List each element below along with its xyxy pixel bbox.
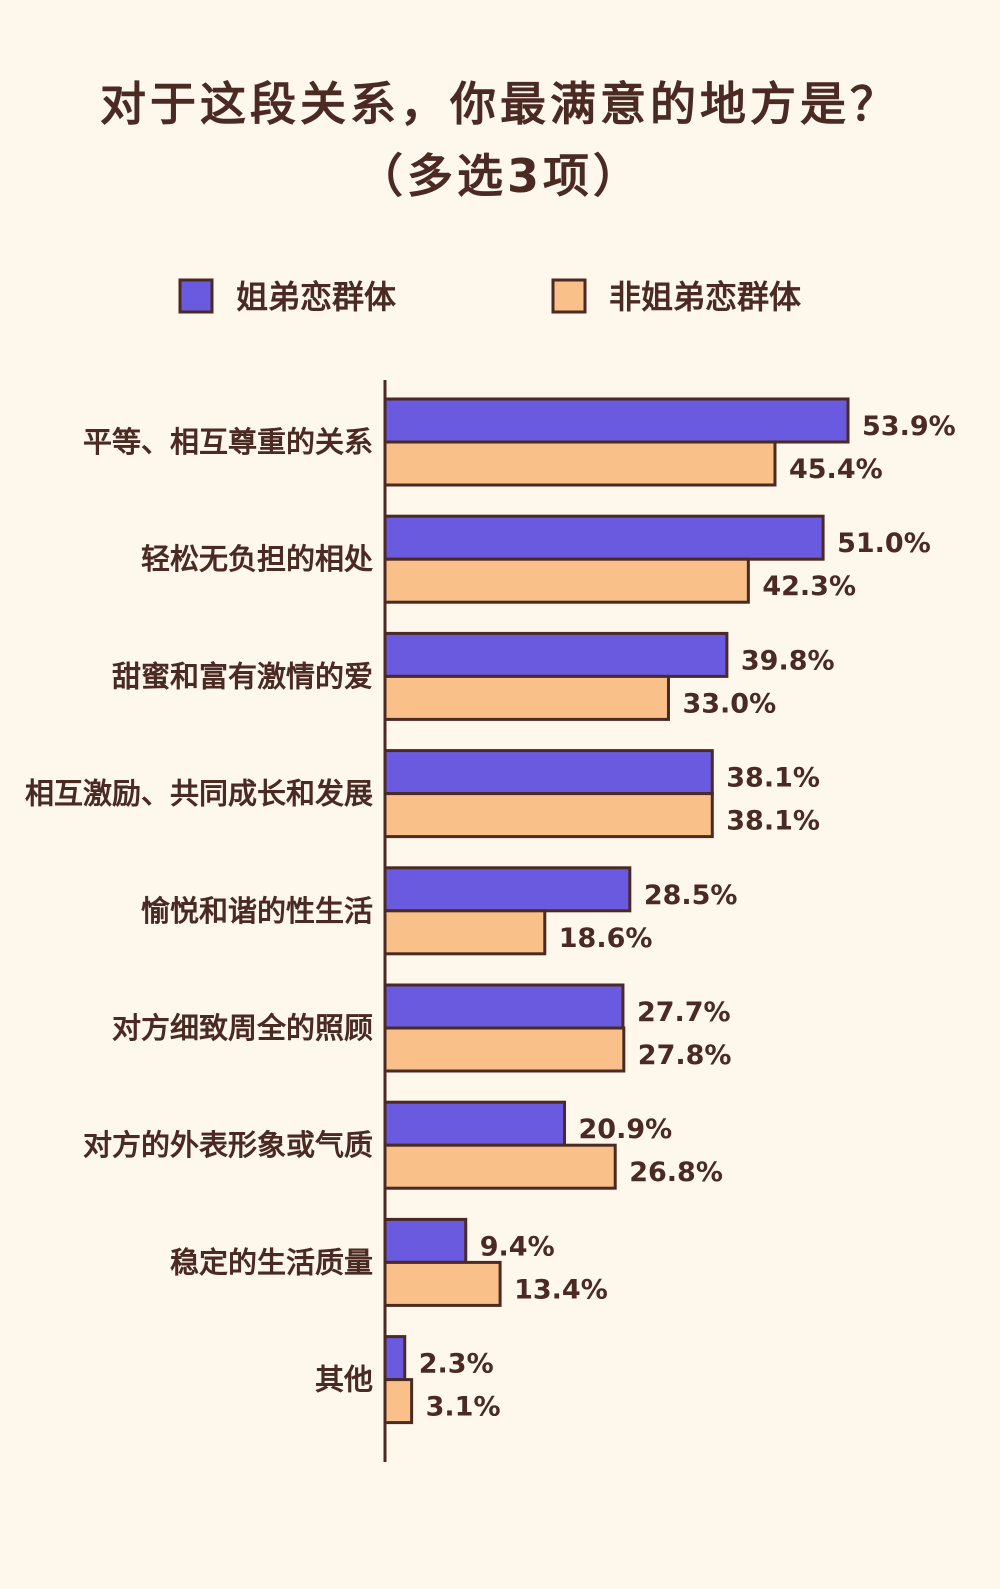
- bar-series-b: [383, 1143, 617, 1190]
- value-label: 27.8%: [638, 1040, 732, 1071]
- category-label: 平等、相互尊重的关系: [83, 425, 373, 459]
- bar-series-b: [383, 1260, 502, 1307]
- bar-series-b: [383, 557, 750, 604]
- category-label: 相互激励、共同成长和发展: [25, 777, 373, 811]
- value-label: 3.1%: [426, 1392, 501, 1423]
- category-label: 对方的外表形象或气质: [83, 1128, 373, 1162]
- category-group: 对方的外表形象或气质 20.9% 26.8%: [83, 1100, 723, 1190]
- category-label: 稳定的生活质量: [170, 1245, 373, 1279]
- value-label: 51.0%: [837, 528, 931, 559]
- legend-label-series-b: 非姐弟恋群体: [609, 278, 801, 316]
- bar-series-a: [383, 631, 729, 678]
- legend-label-series-a: 姐弟恋群体: [236, 278, 396, 316]
- category-group: 其他 2.3% 3.1%: [315, 1335, 501, 1425]
- bar-series-b: [383, 674, 670, 721]
- value-label: 2.3%: [419, 1349, 494, 1380]
- bar-series-a: [383, 514, 825, 561]
- value-label: 38.1%: [726, 763, 820, 794]
- value-label: 27.7%: [637, 997, 731, 1028]
- chart-subtitle: （多选3项）: [356, 149, 643, 203]
- bar-series-b: [383, 440, 777, 487]
- bar-series-a: [383, 749, 714, 796]
- category-label: 其他: [315, 1363, 373, 1397]
- bar-series-b: [383, 1378, 414, 1425]
- category-group: 对方细致周全的照顾 27.7% 27.8%: [112, 983, 732, 1073]
- bar-series-a: [383, 397, 850, 444]
- category-group: 平等、相互尊重的关系 53.9% 45.4%: [83, 397, 956, 487]
- chart-title: 对于这段关系，你最满意的地方是？: [100, 77, 900, 131]
- bar-series-a: [383, 983, 625, 1030]
- value-label: 26.8%: [629, 1157, 723, 1188]
- bar-series-b: [383, 792, 714, 839]
- legend-swatch-series-a: [178, 278, 214, 314]
- category-group: 甜蜜和富有激情的爱 39.8% 33.0%: [112, 631, 835, 721]
- category-label: 甜蜜和富有激情的爱: [112, 659, 373, 693]
- value-label: 33.0%: [682, 688, 776, 719]
- bar-series-a: [383, 1335, 407, 1382]
- category-group: 愉悦和谐的性生活 28.5% 18.6%: [141, 866, 738, 956]
- value-label: 9.4%: [480, 1231, 555, 1262]
- value-label: 53.9%: [862, 411, 956, 442]
- legend: 姐弟恋群体 非姐弟恋群体: [178, 278, 801, 316]
- category-label: 对方细致周全的照顾: [112, 1011, 373, 1045]
- category-label: 轻松无负担的相处: [141, 542, 373, 576]
- value-label: 18.6%: [559, 923, 653, 954]
- category-group: 相互激励、共同成长和发展 38.1% 38.1%: [25, 749, 820, 839]
- value-label: 20.9%: [579, 1114, 673, 1145]
- value-label: 28.5%: [644, 880, 738, 911]
- bar-series-a: [383, 866, 632, 913]
- value-label: 42.3%: [762, 571, 856, 602]
- bar-series-a: [383, 1217, 468, 1264]
- bar-series-b: [383, 909, 547, 956]
- value-label: 39.8%: [741, 645, 835, 676]
- legend-swatch-series-b: [551, 278, 587, 314]
- value-label: 45.4%: [789, 454, 883, 485]
- bars-layer: 平等、相互尊重的关系 53.9% 45.4% 轻松无负担的相处 51.0% 42.3% 甜蜜…: [25, 397, 956, 1425]
- bar-series-a: [383, 1100, 567, 1147]
- category-group: 稳定的生活质量 9.4% 13.4%: [170, 1217, 608, 1307]
- value-label: 13.4%: [514, 1274, 608, 1305]
- category-label: 愉悦和谐的性生活: [141, 894, 373, 928]
- value-label: 38.1%: [726, 806, 820, 837]
- bar-series-b: [383, 1026, 626, 1073]
- category-group: 轻松无负担的相处 51.0% 42.3%: [141, 514, 931, 604]
